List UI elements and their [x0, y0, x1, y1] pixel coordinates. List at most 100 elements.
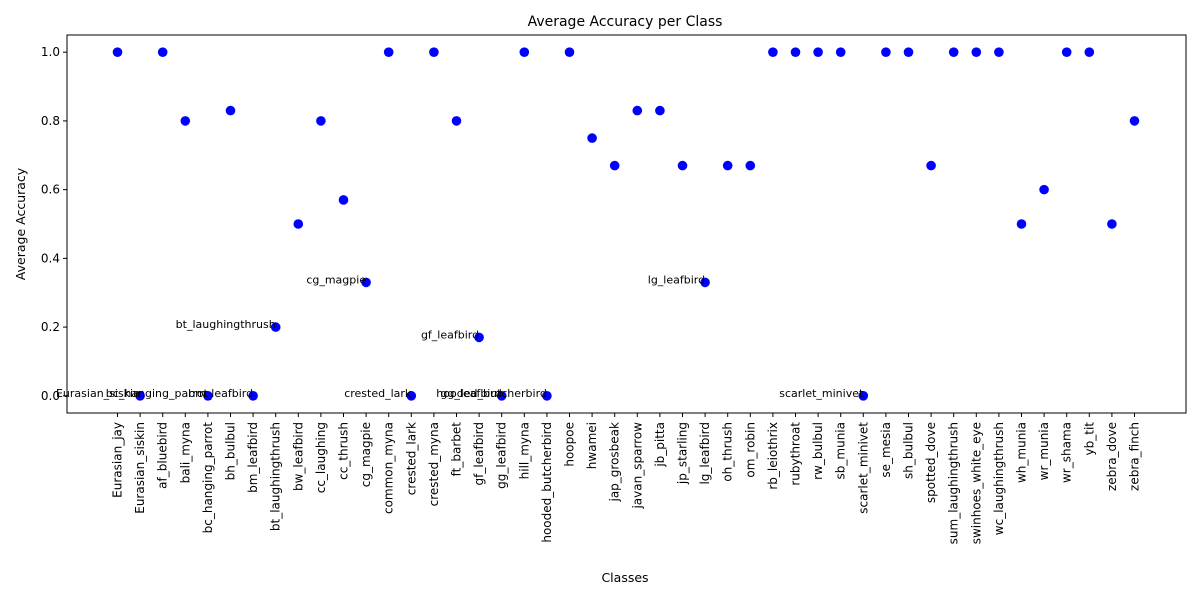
x-tick-label: hwamei: [585, 422, 599, 469]
data-point: [1084, 47, 1095, 57]
data-point: [135, 391, 145, 401]
data-point: [700, 277, 710, 288]
y-tick-label: 1.0: [41, 45, 60, 59]
y-axis: 0.0 0.2 0.4 0.6 0.8 1.0: [41, 45, 67, 403]
x-axis-label: Classes: [601, 570, 648, 585]
data-point: [971, 47, 982, 57]
x-tick-label: Eurasian_jay: [111, 422, 125, 498]
data-point: [632, 105, 643, 116]
y-tick-label: 0.0: [41, 389, 60, 403]
plot-frame: [66, 34, 1187, 414]
data-point: [1016, 219, 1027, 229]
x-tick-label: hoopoe: [563, 422, 577, 467]
y-tick-label: 0.4: [41, 251, 60, 265]
x-tick-label: cc_laughing: [314, 422, 328, 493]
point-annotations: Eurasian_siskinbc_hanging_parrotbm_leafb…: [56, 273, 864, 399]
x-tick-label: gf_leafbird: [472, 422, 486, 485]
x-tick-label: zebra_dove: [1105, 422, 1119, 491]
x-tick-label: oh_thrush: [721, 422, 735, 482]
data-point: [655, 105, 665, 116]
x-tick-label: bt_laughingthrush: [269, 422, 283, 531]
x-tick-label: yb_tit: [1082, 422, 1096, 456]
data-point: [496, 391, 507, 401]
x-tick-label: jb_pitta: [653, 422, 667, 468]
plot-area: [66, 34, 1187, 414]
data-point: [677, 160, 688, 171]
x-tick-label: jap_grosbeak: [608, 422, 622, 503]
data-point: [564, 47, 575, 57]
x-tick-label: bh_bulbul: [224, 422, 238, 480]
data-point: [1039, 184, 1049, 195]
x-tick-label: om_robin: [743, 422, 757, 478]
x-tick-label: se_mesia: [879, 422, 893, 478]
data-point: [338, 195, 349, 205]
point-annotation: scarlet_minivet: [779, 387, 864, 400]
data-point: [112, 47, 123, 57]
data-point: [926, 160, 936, 171]
data-point: [157, 47, 168, 57]
x-tick-label: Eurasian_siskin: [133, 422, 147, 514]
x-tick-label: cc_thrush: [337, 422, 351, 480]
x-tick-label: rb_leiothrix: [766, 422, 780, 490]
x-tick-label: gg_leafbird: [495, 422, 509, 489]
data-point: [542, 391, 552, 401]
data-point: [225, 105, 236, 116]
data-point: [813, 47, 823, 57]
x-tick-label: swinhoes_white_eye: [969, 422, 983, 544]
data-point: [858, 391, 869, 401]
point-annotation: gf_leafbird: [421, 328, 479, 341]
data-point: [519, 47, 530, 57]
x-tick-label: wh_munia: [1015, 422, 1029, 483]
data-point: [948, 47, 959, 57]
x-tick-label: spotted_dove: [924, 422, 938, 503]
x-tick-label: sh_bulbul: [902, 422, 916, 479]
x-tick-label: jp_starling: [676, 422, 690, 485]
y-tick-label: 0.8: [41, 114, 60, 128]
x-tick-label: wr_munia: [1037, 422, 1051, 480]
x-tick-label: crested_lark: [404, 422, 418, 495]
x-tick-label: bw_leafbird: [291, 422, 305, 491]
x-tick-label: af_bluebird: [156, 422, 170, 489]
data-point: [1129, 116, 1140, 126]
data-point: [361, 277, 371, 288]
data-point: [429, 47, 439, 57]
data-point: [180, 116, 191, 126]
data-point: [451, 116, 462, 126]
y-axis-label: Average Accuracy: [13, 167, 28, 280]
point-annotation: Eurasian_siskin: [56, 387, 140, 400]
point-annotation: crested_lark: [344, 387, 412, 400]
point-annotation: gg_leafbird: [440, 387, 501, 400]
x-tick-label: bm_leafbird: [246, 422, 260, 493]
x-tick-label: wr_shama: [1060, 422, 1074, 483]
x-tick-label: wc_laughingthrush: [992, 422, 1006, 535]
x-tick-label: bali_myna: [178, 422, 192, 483]
data-point: [383, 47, 394, 57]
x-tick-label: rw_bulbul: [811, 422, 825, 480]
data-point: [994, 47, 1004, 57]
data-point: [790, 47, 801, 57]
x-tick-label: lg_leafbird: [698, 422, 712, 485]
data-point: [1107, 219, 1117, 229]
data-point: [903, 47, 914, 57]
data-point: [474, 332, 484, 343]
data-point: [406, 391, 417, 401]
point-annotation: bt_laughingthrush: [176, 318, 276, 331]
x-tick-label: sb_munia: [834, 422, 848, 479]
point-annotation: bc_hanging_parrot: [106, 387, 209, 400]
data-point: [248, 391, 258, 401]
x-tick-label: common_myna: [382, 422, 396, 514]
point-annotation: lg_leafbird: [648, 273, 705, 286]
data-point: [745, 160, 756, 171]
x-axis: Eurasian_jay Eurasian_siskin af_bluebird ba…: [111, 413, 1142, 544]
x-tick-label: bc_hanging_parrot: [201, 422, 215, 534]
x-tick-label: sum_laughingthrush: [947, 422, 961, 544]
data-point: [1061, 47, 1072, 57]
y-tick-label: 0.2: [41, 320, 60, 334]
x-tick-label: scarlet_minivet: [856, 422, 870, 514]
point-annotation: hooded_butcherbird: [436, 387, 547, 400]
x-tick-label: hooded_butcherbird: [540, 422, 554, 543]
data-point: [768, 47, 778, 57]
data-point: [293, 219, 304, 229]
point-annotation: cg_magpie: [306, 273, 366, 286]
